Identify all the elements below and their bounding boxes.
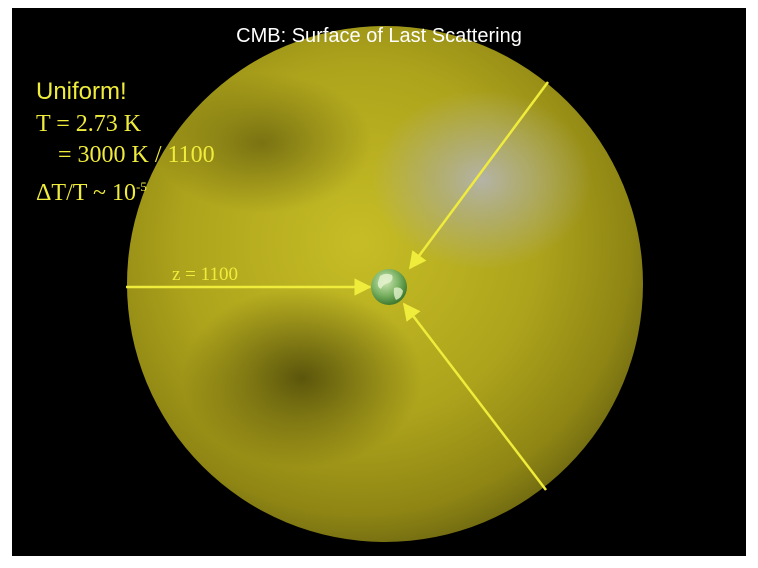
fluctuation-text: ΔT/T ~ 10-5 (36, 179, 147, 207)
arrow-upper-right (408, 81, 550, 270)
arrow-lower-right (402, 302, 547, 491)
fluctuation-base: ΔT/T ~ 10 (36, 180, 136, 206)
slide-title: CMB: Surface of Last Scattering (236, 25, 522, 47)
uniform-label: Uniform! (36, 78, 127, 105)
fluctuation-exponent: -5 (135, 179, 147, 194)
redshift-label: z = 1100 (172, 264, 238, 285)
cmb-sphere-diagram (126, 26, 643, 542)
cold-spot-upper (152, 73, 372, 213)
cold-spot (182, 288, 422, 468)
temperature-text: T = 2.73 K (36, 111, 142, 137)
earth-globe-icon (371, 269, 407, 305)
hot-spot (372, 90, 592, 270)
temperature-ratio-text: = 3000 K / 1100 (58, 142, 215, 168)
slide: CMB: Surface of Last Scattering Uniform!… (12, 8, 746, 556)
